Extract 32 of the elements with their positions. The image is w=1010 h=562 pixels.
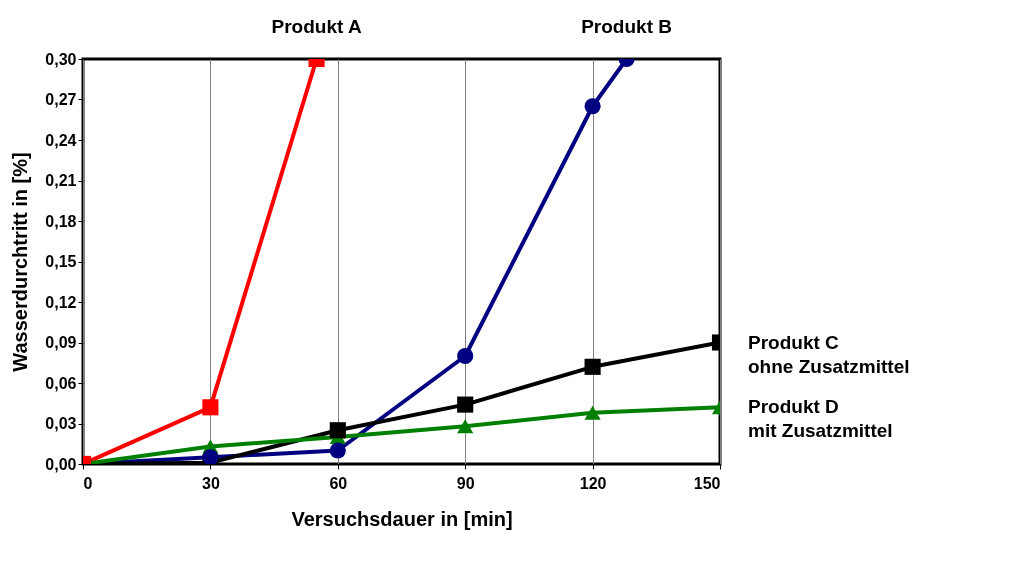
x-tick-label: 90 xyxy=(456,474,475,492)
y-tick-label: 0,09 xyxy=(45,334,77,351)
y-tick-label: 0,30 xyxy=(45,50,77,68)
y-tick-label: 0,27 xyxy=(45,91,77,108)
point xyxy=(329,442,346,459)
y-tick-label: 0,18 xyxy=(45,212,77,230)
x-axis-title: Versuchsdauer in [min] xyxy=(291,507,513,530)
series-label: Produkt A xyxy=(271,16,362,37)
point xyxy=(457,396,474,413)
y-tick-label: 0,12 xyxy=(45,293,77,311)
x-tick-label: 0 xyxy=(83,474,93,492)
y-tick-label: 0,00 xyxy=(45,455,77,473)
point xyxy=(457,347,474,365)
point xyxy=(584,358,601,375)
x-tick-label: 120 xyxy=(579,474,607,492)
y-tick-label: 0,15 xyxy=(45,253,77,270)
point xyxy=(329,422,346,439)
series-label: Produkt D mit Zusatzmittel xyxy=(748,396,893,442)
x-tick-label: 150 xyxy=(693,474,721,492)
point xyxy=(584,405,601,420)
x-tick-label: 60 xyxy=(329,474,348,492)
y-tick-label: 0,24 xyxy=(45,131,77,149)
point xyxy=(457,419,474,434)
y-tick-label: 0,06 xyxy=(45,374,77,392)
x-tick-label: 30 xyxy=(202,474,220,492)
y-tick-label: 0,21 xyxy=(45,172,77,189)
series-label: Produkt C ohne Zusatzmittel xyxy=(748,331,910,377)
point xyxy=(202,449,219,464)
y-axis-title: Wasserdurchtritt in [%] xyxy=(9,152,32,372)
y-tick-label: 0,03 xyxy=(45,415,77,432)
series-label: Produkt B xyxy=(581,16,672,37)
point xyxy=(202,399,219,416)
